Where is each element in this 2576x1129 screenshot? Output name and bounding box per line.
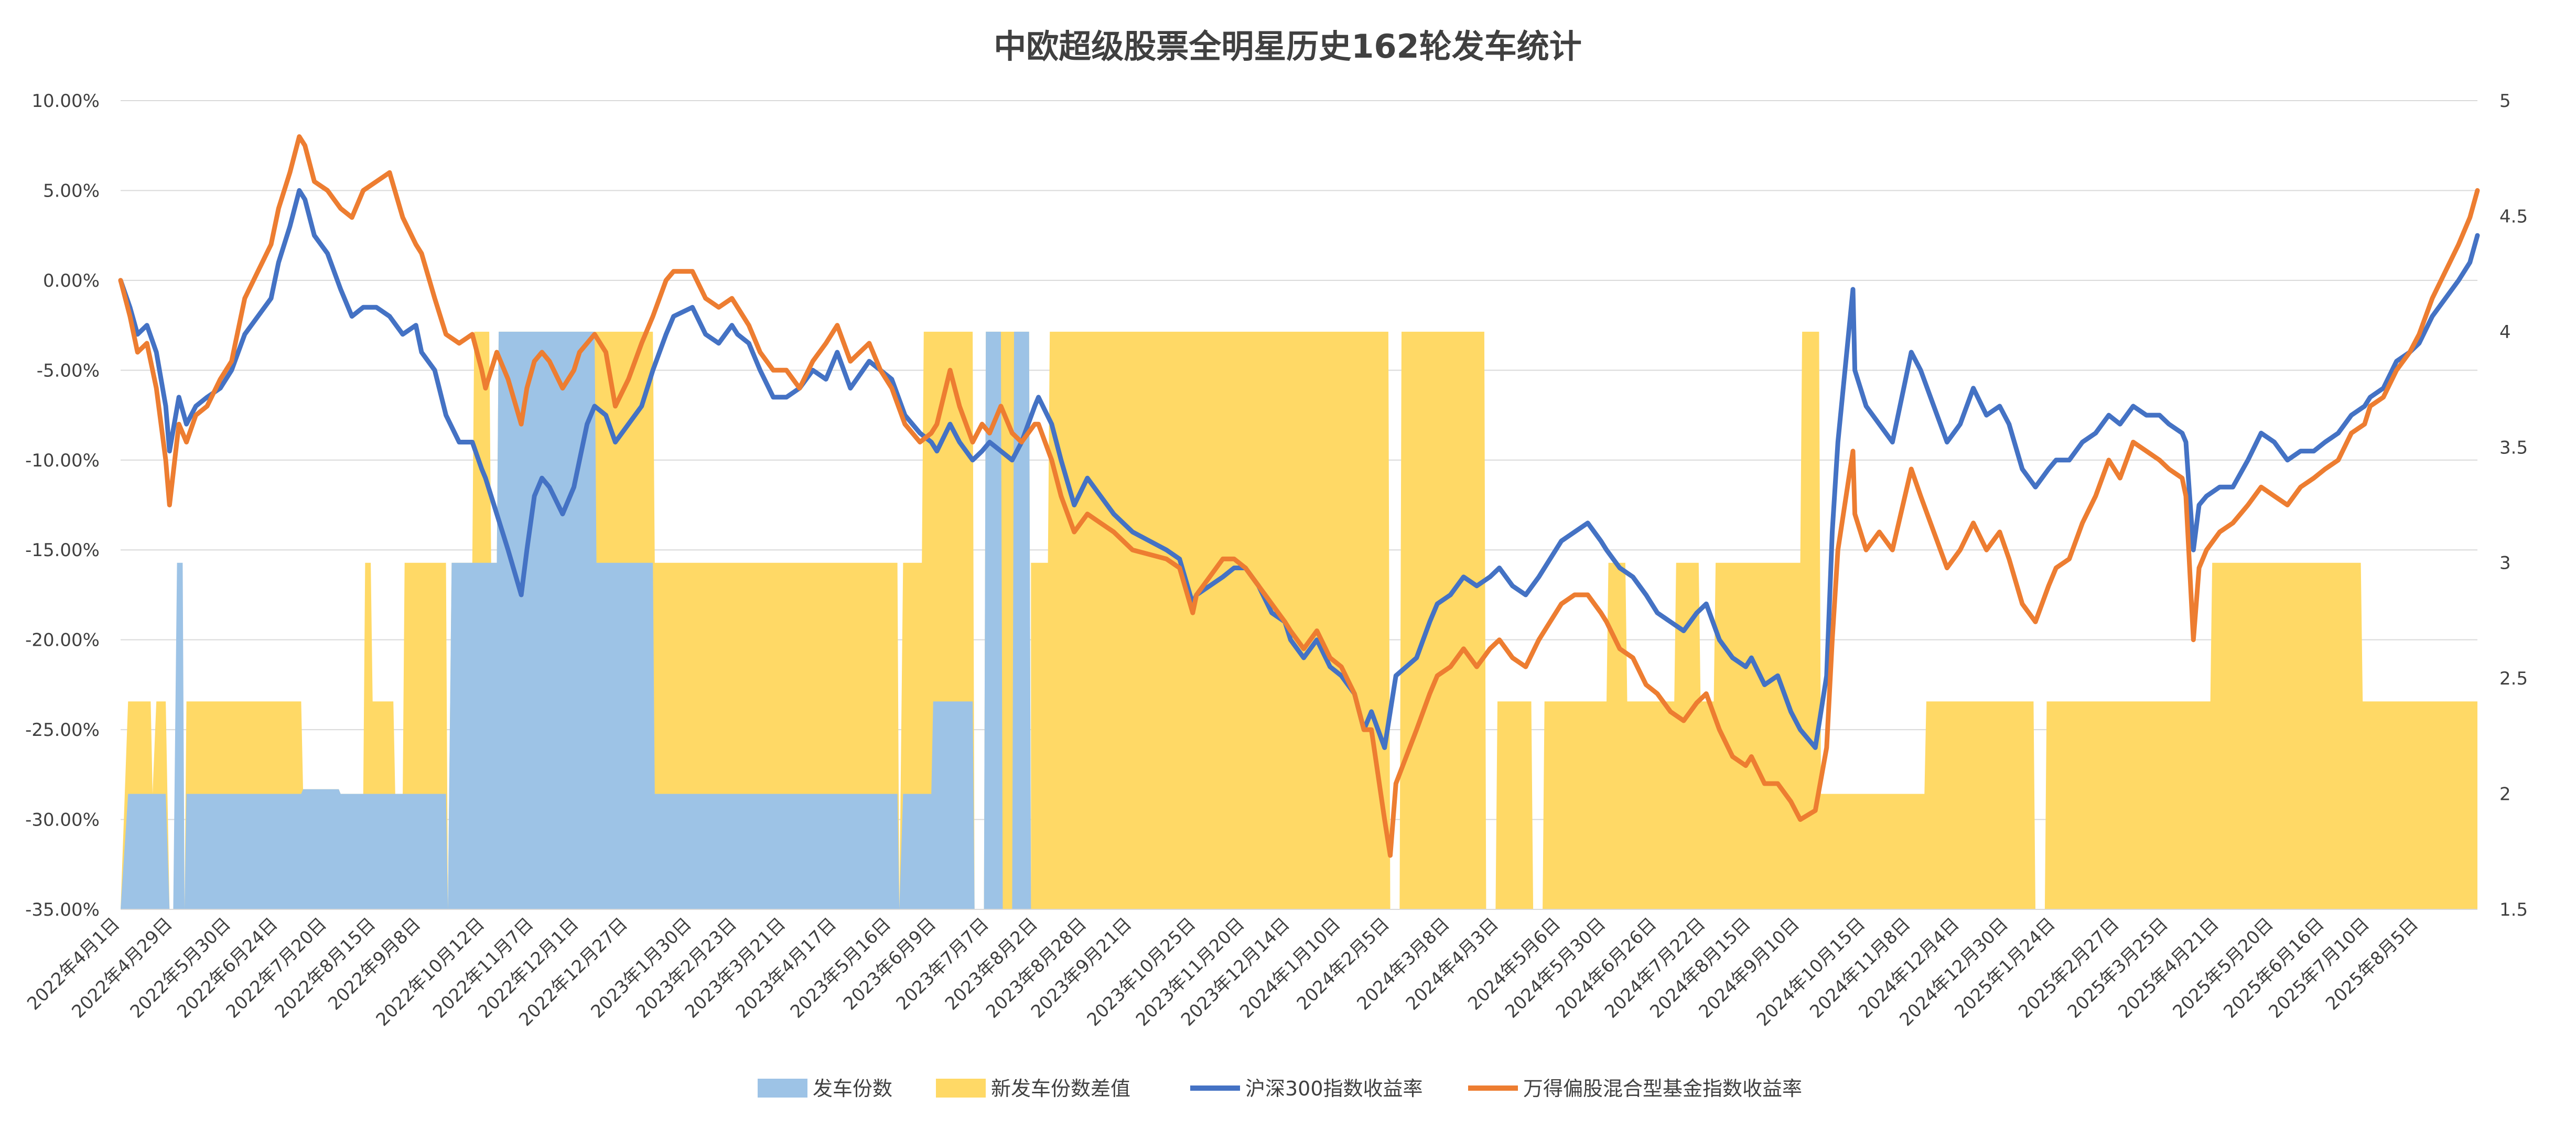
line-series-hs300 <box>118 188 2480 750</box>
legend-swatch <box>936 1079 986 1098</box>
legend-item: 万得偏股混合型基金指数收益率 <box>1468 1077 1802 1100</box>
legend: 发车份数 新发车份数差值 沪深300指数收益率 万得偏股混合型基金指数收益率 <box>758 1077 1802 1100</box>
left-axis: 10.00% 5.00% 0.00% -5.00% -10.00% -15.00% -20.… <box>25 91 100 920</box>
left-axis-tick-label: -5.00% <box>37 360 100 381</box>
bar-series-group <box>121 331 2477 909</box>
legend-label: 万得偏股混合型基金指数收益率 <box>1523 1077 1802 1100</box>
right-axis-tick-label: 2.5 <box>2499 668 2528 689</box>
right-axis-tick-label: 2 <box>2499 784 2511 805</box>
area-series-fache <box>121 331 2477 909</box>
left-axis-tick-label: -10.00% <box>25 450 100 471</box>
left-axis-tick-label: -30.00% <box>25 810 100 831</box>
left-axis-tick-label: -15.00% <box>25 540 100 561</box>
legend-item: 发车份数 <box>758 1077 892 1100</box>
right-axis-tick-label: 4.5 <box>2499 206 2528 227</box>
left-axis-tick-label: -25.00% <box>25 720 100 741</box>
right-axis-tick-label: 3.5 <box>2499 437 2528 458</box>
area-series-diff <box>121 331 2477 909</box>
legend-label: 新发车份数差值 <box>991 1077 1130 1100</box>
left-axis-tick-label: 10.00% <box>31 91 100 112</box>
legend-item: 新发车份数差值 <box>936 1077 1130 1100</box>
right-axis-tick-label: 5 <box>2499 91 2511 112</box>
left-axis-tick-label: -35.00% <box>25 899 100 920</box>
left-axis-tick-label: 0.00% <box>43 270 100 291</box>
legend-label: 沪深300指数收益率 <box>1245 1077 1423 1100</box>
right-axis-tick-label: 1.5 <box>2499 899 2528 920</box>
left-axis-tick-label: -20.00% <box>25 630 100 651</box>
right-axis-tick-label: 4 <box>2499 322 2511 343</box>
right-axis: 5 4.5 4 3.5 3 2.5 2 1.5 <box>2499 91 2528 920</box>
line-series-group <box>118 134 2480 858</box>
right-axis-tick-label: 3 <box>2499 553 2511 574</box>
chart-title: 中欧超级股票全明星历史162轮发车统计 <box>994 27 1581 66</box>
line-series-wind <box>118 134 2480 858</box>
legend-swatch <box>758 1079 807 1098</box>
legend-item: 沪深300指数收益率 <box>1190 1077 1423 1100</box>
legend-label: 发车份数 <box>813 1077 892 1100</box>
left-axis-tick-label: 5.00% <box>43 180 100 201</box>
